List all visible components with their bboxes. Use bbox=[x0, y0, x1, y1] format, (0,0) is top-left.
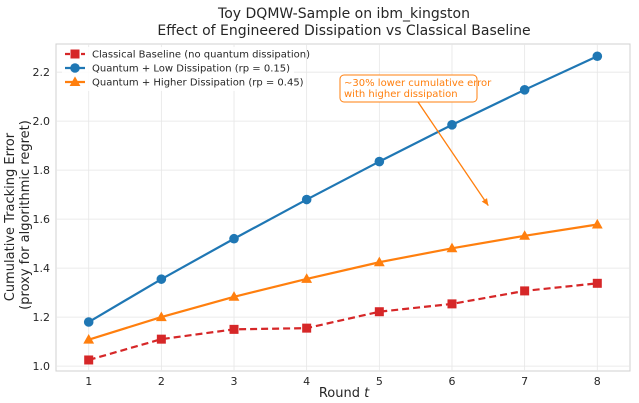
y-axis-label-line-2: (proxy for algorithmic regret) bbox=[18, 120, 33, 310]
data-point bbox=[301, 273, 313, 283]
legend-marker bbox=[69, 76, 81, 86]
y-tick-label: 2.0 bbox=[33, 115, 51, 128]
data-point bbox=[155, 311, 167, 322]
x-tick-label: 6 bbox=[448, 375, 455, 388]
chart-title: Toy DQMW-Sample on ibm_kingston bbox=[217, 6, 470, 22]
series-square bbox=[84, 278, 602, 365]
data-point bbox=[591, 218, 603, 229]
legend-entry: Quantum + Higher Dissipation (rp = 0.45) bbox=[65, 76, 304, 89]
y-axis-ticks: 1.0 1.2 1.4 1.6 1.8 2.0 2.2 bbox=[33, 66, 51, 373]
x-tick-label: 8 bbox=[594, 375, 601, 388]
legend-frame bbox=[62, 47, 294, 91]
data-point bbox=[374, 307, 384, 317]
data-point bbox=[156, 274, 167, 284]
legend-label: Quantum + Low Dissipation (rp = 0.15) bbox=[92, 64, 290, 75]
y-tick-label: 2.2 bbox=[33, 66, 51, 79]
series-circle bbox=[83, 51, 603, 327]
x-tick-label: 2 bbox=[158, 375, 165, 388]
data-point bbox=[84, 355, 94, 365]
legend-marker bbox=[70, 49, 80, 59]
legend-marker bbox=[70, 63, 80, 73]
y-tick-label: 1.0 bbox=[33, 360, 51, 373]
data-point bbox=[447, 299, 457, 309]
legend-label: Quantum + Higher Dissipation (rp = 0.45) bbox=[92, 78, 304, 89]
y-tick-label: 1.2 bbox=[33, 311, 51, 324]
x-tick-label: 1 bbox=[85, 375, 92, 388]
y-tick-label: 1.6 bbox=[33, 213, 51, 226]
data-point bbox=[373, 256, 385, 267]
annotation-arrowhead bbox=[481, 198, 489, 206]
data-point bbox=[229, 233, 239, 244]
data-point bbox=[83, 334, 95, 344]
data-point bbox=[519, 230, 531, 240]
x-axis-label-text: Round bbox=[319, 386, 364, 401]
annotation-text-line: with higher dissipation bbox=[344, 89, 458, 100]
plot-area: 1 2 3 4 5 6 7 8 1.0 1.2 1.4 1.6 1.8 2.0 2.2 ~30% lowe… bbox=[33, 43, 631, 388]
data-point bbox=[301, 194, 312, 205]
series-line bbox=[88, 223, 598, 341]
legend-entry: Classical Baseline (no quantum dissipati… bbox=[65, 49, 310, 61]
x-tick-label: 5 bbox=[376, 375, 383, 388]
data-point bbox=[229, 324, 239, 334]
data-point bbox=[302, 323, 312, 333]
x-tick-label: 7 bbox=[521, 375, 528, 388]
x-tick-label: 4 bbox=[303, 375, 310, 388]
annotation-arrow bbox=[417, 101, 489, 207]
x-axis-label: Round t bbox=[319, 386, 370, 401]
annotation-text-line: ~30% lower cumulative error bbox=[344, 78, 492, 89]
data-point bbox=[374, 156, 385, 167]
data-point bbox=[228, 291, 240, 301]
legend-label: Classical Baseline (no quantum dissipati… bbox=[92, 50, 310, 61]
series-layer bbox=[83, 51, 603, 365]
data-point bbox=[446, 242, 458, 253]
data-point bbox=[592, 51, 603, 62]
annotation-box bbox=[339, 74, 478, 103]
chart-subtitle: Effect of Engineered Dissipation vs Clas… bbox=[157, 23, 530, 39]
data-point bbox=[156, 334, 166, 344]
legend: Classical Baseline (no quantum dissipati… bbox=[62, 47, 310, 91]
series-line bbox=[88, 55, 598, 323]
data-point bbox=[519, 85, 530, 95]
x-tick-label: 3 bbox=[231, 375, 238, 388]
y-axis-label-line-1: Cumulative Tracking Error bbox=[3, 132, 18, 301]
y-axis-label: Cumulative Tracking Error (proxy for alg… bbox=[3, 120, 33, 310]
data-point bbox=[592, 278, 602, 288]
data-point bbox=[447, 120, 457, 130]
y-tick-label: 1.4 bbox=[33, 262, 51, 275]
series-line bbox=[88, 282, 598, 362]
data-point bbox=[83, 317, 94, 327]
x-axis-label-variable: t bbox=[364, 386, 370, 401]
x-axis-ticks: 1 2 3 4 5 6 7 8 bbox=[85, 375, 601, 388]
data-point bbox=[520, 286, 530, 296]
legend-entry: Quantum + Low Dissipation (rp = 0.15) bbox=[65, 63, 290, 75]
y-tick-label: 1.8 bbox=[33, 164, 51, 177]
series-triangle bbox=[83, 218, 603, 344]
